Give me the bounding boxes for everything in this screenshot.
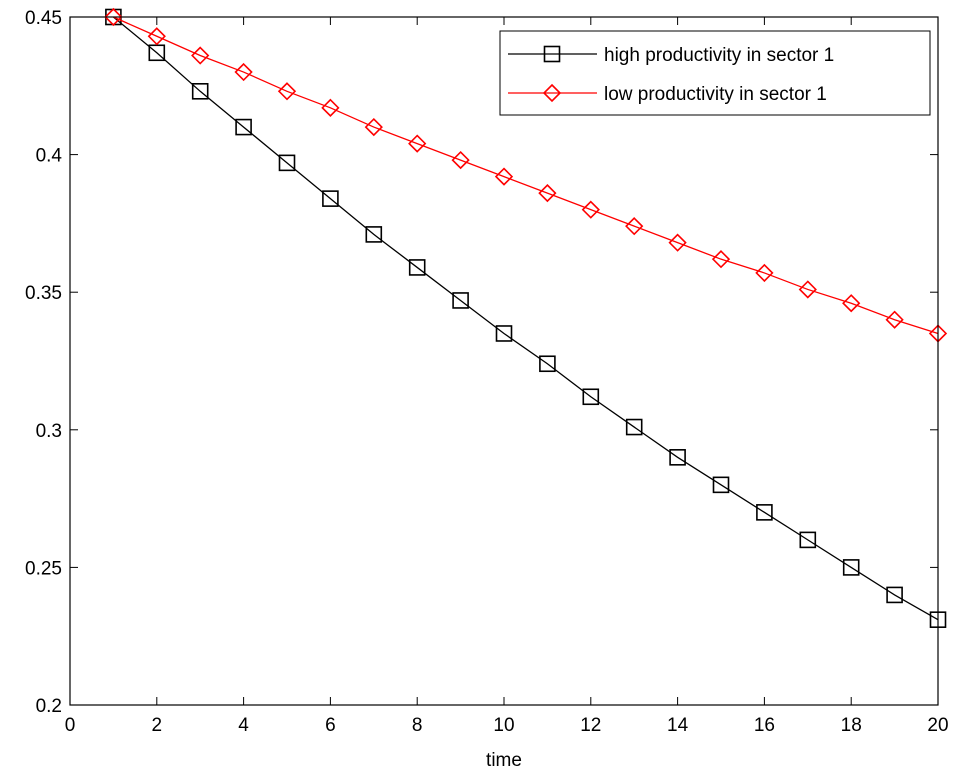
x-tick-label: 16	[754, 715, 775, 736]
data-point	[842, 294, 861, 313]
data-point	[451, 150, 470, 170]
y-axis-ticks: 0.2 0.25 0.3 0.35 0.4 0.45	[25, 8, 938, 717]
data-point	[191, 46, 210, 65]
data-point	[408, 134, 427, 153]
data-point	[668, 233, 687, 252]
data-point	[669, 449, 686, 466]
legend: high productivity in sector 1 low product…	[499, 30, 931, 116]
data-point	[538, 183, 557, 203]
legend-item-2: low productivity in sector 1	[508, 83, 827, 105]
series-line	[113, 16, 939, 335]
plot-area	[70, 17, 938, 705]
data-point	[842, 559, 860, 576]
y-tick-label: 0.25	[25, 558, 62, 579]
x-tick-label: 6	[325, 715, 336, 736]
data-point	[799, 531, 817, 549]
data-point	[495, 325, 513, 342]
x-axis-label: time	[486, 750, 522, 771]
legend-label: low productivity in sector 1	[604, 84, 827, 105]
legend-marker	[542, 83, 562, 103]
data-point	[235, 118, 252, 136]
x-axis-ticks: 0 2 4 6 8 10 12 14 16 18 20	[65, 17, 949, 736]
legend-box	[499, 30, 931, 116]
data-point	[277, 82, 297, 101]
data-point	[712, 476, 730, 494]
data-point	[494, 167, 514, 186]
data-point	[756, 504, 773, 521]
x-tick-label: 18	[841, 715, 862, 736]
data-point	[798, 280, 817, 299]
data-point	[322, 190, 339, 207]
data-point	[625, 418, 643, 436]
data-point	[755, 263, 774, 283]
data-point	[191, 83, 209, 100]
data-point	[365, 226, 383, 243]
data-point	[147, 27, 166, 46]
data-point	[625, 217, 644, 236]
data-point	[581, 200, 600, 219]
data-point	[364, 117, 383, 137]
data-point	[885, 310, 904, 329]
data-point	[539, 355, 556, 373]
data-point	[104, 7, 123, 27]
y-tick-label: 0.3	[36, 421, 62, 442]
data-point	[278, 154, 296, 172]
data-point	[408, 259, 426, 276]
series-2	[104, 7, 948, 343]
series-layer	[104, 7, 948, 628]
data-point	[582, 388, 600, 406]
legend-item-1: high productivity in sector 1	[508, 45, 834, 66]
y-tick-label: 0.2	[36, 696, 62, 717]
x-tick-label: 12	[580, 715, 601, 736]
data-point	[886, 586, 903, 604]
y-tick-label: 0.4	[36, 146, 63, 167]
x-tick-label: 8	[412, 715, 423, 736]
y-tick-label: 0.45	[25, 8, 62, 29]
legend-items: high productivity in sector 1 low product…	[508, 45, 834, 105]
x-tick-label: 20	[927, 715, 948, 736]
data-point	[321, 98, 340, 117]
x-tick-label: 0	[65, 715, 76, 736]
x-tick-label: 2	[152, 715, 163, 736]
data-point	[452, 292, 469, 309]
y-tick-label: 0.35	[25, 283, 62, 304]
x-tick-label: 4	[238, 715, 249, 736]
data-point	[234, 62, 253, 82]
legend-label: high productivity in sector 1	[604, 45, 834, 66]
series-1	[105, 8, 947, 628]
x-tick-label: 10	[493, 715, 514, 736]
data-point	[711, 250, 731, 269]
legend-marker	[543, 45, 561, 63]
x-tick-label: 14	[667, 715, 689, 736]
